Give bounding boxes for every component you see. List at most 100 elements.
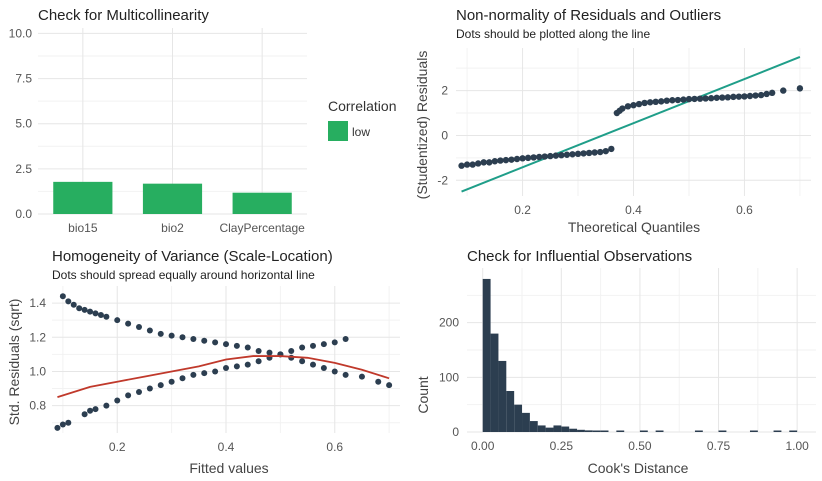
bar-ClayPercentage [232, 192, 292, 214]
scale-location-point [114, 317, 121, 324]
y-tick-label: 0 [452, 425, 459, 439]
qq-point [491, 158, 499, 165]
scale-location-point [190, 335, 197, 342]
scale-location-point [212, 339, 219, 346]
scale-location-point [59, 293, 66, 300]
bar-bio2 [142, 183, 203, 214]
qq-point [541, 153, 548, 160]
qq-point [713, 94, 720, 101]
y-tick-label: 200 [439, 316, 459, 330]
qq-point [680, 96, 687, 103]
histogram-bar [482, 278, 491, 432]
x-tick-label: 0.2 [514, 203, 531, 217]
scale-location-point [87, 407, 94, 414]
scale-location-point [146, 327, 153, 334]
y-tick-label: 0.8 [29, 399, 46, 413]
qq-point [658, 98, 665, 105]
scale-location-point [201, 337, 208, 344]
qq-point [696, 95, 704, 102]
histogram-bar [592, 430, 601, 432]
x-tick-label: bio15 [68, 221, 98, 235]
qq-title: Non-normality of Residuals and Outliers [456, 7, 721, 24]
histogram-bar [514, 404, 523, 432]
scale-location-point [103, 313, 110, 320]
scale-location-point [342, 371, 349, 378]
scale-location-point [70, 301, 77, 308]
bar-bio15 [53, 181, 113, 214]
scale-location-point [233, 363, 240, 370]
histogram-bar [569, 428, 578, 432]
qq-point [735, 93, 743, 100]
histogram-bar [561, 426, 570, 432]
qq-point [630, 101, 637, 109]
scale-location-point [244, 361, 251, 368]
scale-location-point [288, 347, 295, 354]
scale-location-subtitle: Dots should spread equally around horizo… [52, 268, 315, 282]
x-tick-label: 0.2 [109, 440, 126, 454]
scale-location-point [179, 334, 186, 341]
qq-point [741, 93, 748, 100]
x-tick-label: 0.50 [628, 439, 652, 453]
y-tick-label: 2.5 [15, 162, 32, 176]
qq-point [691, 95, 698, 103]
qq-point [652, 98, 659, 106]
qq-point [724, 94, 731, 101]
qq-point [702, 95, 709, 102]
histogram-bar [498, 360, 507, 432]
qq-point [597, 148, 604, 156]
cooks-title: Check for Influential Observations [467, 248, 692, 265]
qq-point [480, 159, 487, 166]
scale-location-point [212, 368, 219, 375]
scale-location-point [201, 370, 208, 377]
scale-location-point [331, 368, 338, 375]
qq-point [585, 149, 593, 157]
y-tick-label: 100 [439, 370, 459, 384]
scale-location-point [65, 298, 72, 305]
scale-location-point [342, 335, 349, 342]
qq-point [763, 90, 770, 98]
scale-location-point [97, 312, 104, 319]
scale-location-point [168, 332, 175, 339]
qq-point [746, 92, 754, 100]
y-tick-label: 10.0 [9, 26, 33, 40]
qq-point [547, 152, 554, 160]
x-tick-label: bio2 [161, 221, 184, 235]
histogram-bar [522, 412, 530, 432]
scale-location-point [157, 330, 164, 337]
smooth-line [57, 355, 390, 398]
legend-swatch-low [328, 121, 348, 141]
qq-point [768, 89, 776, 97]
scale-location-point [223, 341, 229, 348]
histogram-bar [655, 430, 664, 432]
qq-point [486, 159, 493, 166]
x-tick-label: 0.6 [326, 440, 343, 454]
qq-point [608, 145, 615, 153]
cooks-panel: Check for Influential Observations 0.00 0… [411, 240, 822, 481]
qq-point [685, 95, 693, 103]
scale-location-point [299, 358, 306, 365]
scale-location-point [320, 341, 327, 348]
scale-location-point [92, 406, 99, 413]
collinearity-panel: Check for Multicollinearity 0.0 2.5 5.0 7.5… [0, 0, 411, 240]
cooks-ylabel: Count [415, 376, 431, 413]
qq-point [569, 151, 576, 158]
scale-location-point [157, 382, 164, 389]
qq-point [624, 103, 632, 110]
qq-point [519, 155, 526, 162]
qq-point [497, 157, 504, 164]
qq-point [757, 91, 765, 99]
histogram-bar [553, 425, 562, 432]
qq-point [469, 161, 476, 168]
histogram-bar [577, 429, 585, 432]
legend-title: Correlation [328, 98, 396, 114]
scale-location-point [320, 365, 327, 372]
scale-location-point [136, 388, 142, 395]
qq-point [752, 92, 759, 99]
scale-location-point [65, 419, 72, 426]
histogram-bar [789, 430, 798, 432]
scale-location-point [266, 349, 273, 356]
histogram-bar [490, 333, 499, 432]
histogram-bar [600, 430, 609, 432]
scale-location-point [81, 306, 88, 313]
qq-point [730, 93, 737, 101]
